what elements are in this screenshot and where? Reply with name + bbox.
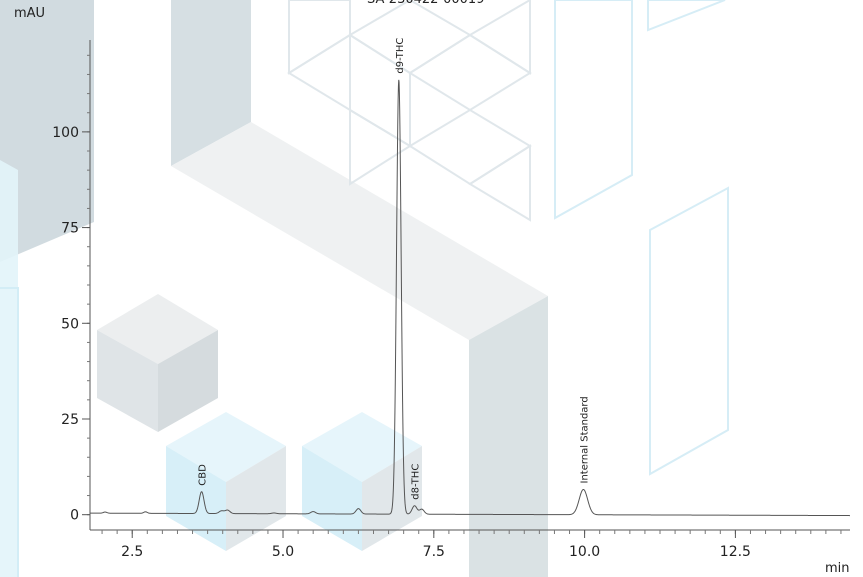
tick-labels: 2.5 5.0 7.5 10.0 12.5 0 25 50 75 100 — [52, 125, 751, 560]
y-tick-label: 75 — [61, 221, 79, 237]
y-tick-label: 50 — [61, 316, 79, 332]
chromatogram-trace — [90, 79, 850, 517]
x-tick-label: 7.5 — [423, 544, 445, 560]
peak-label: Internal Standard — [579, 396, 590, 483]
minor-ticks — [87, 54, 842, 534]
x-tick-label: 5.0 — [272, 544, 294, 560]
peak-label: d9-THC — [395, 38, 406, 74]
x-tick-label: 12.5 — [720, 544, 751, 560]
major-ticks — [82, 131, 736, 538]
x-axis-title: min — [825, 561, 850, 576]
x-tick-label: 2.5 — [121, 544, 143, 560]
peak-label: d8-THC — [411, 464, 422, 500]
y-tick-label: 25 — [61, 412, 79, 428]
y-tick-label: 0 — [70, 508, 79, 524]
x-tick-label: 10.0 — [569, 544, 600, 560]
peak-label: CBD — [198, 464, 209, 486]
y-tick-label: 100 — [52, 125, 79, 141]
peak-labels: CBD d9-THC d8-THC Internal Standard — [198, 38, 591, 500]
y-axis-title: mAU — [14, 6, 46, 21]
sample-id: SA-230422-00019 — [367, 0, 484, 7]
